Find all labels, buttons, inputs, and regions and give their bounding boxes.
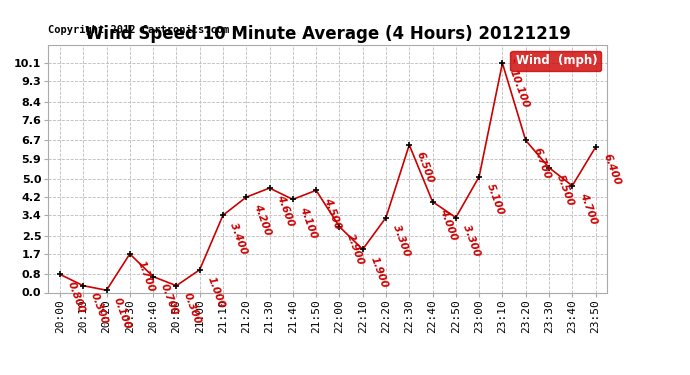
Text: 0.300: 0.300 [182, 291, 203, 326]
Text: 6.500: 6.500 [415, 150, 435, 185]
Text: 2.900: 2.900 [345, 232, 366, 267]
Text: 4.600: 4.600 [275, 194, 296, 228]
Legend: Wind  (mph): Wind (mph) [510, 51, 601, 71]
Text: 3.300: 3.300 [462, 223, 482, 258]
Title: Wind Speed 10 Minute Average (4 Hours) 20121219: Wind Speed 10 Minute Average (4 Hours) 2… [85, 26, 571, 44]
Text: 5.500: 5.500 [555, 173, 575, 208]
Text: 3.400: 3.400 [228, 221, 249, 255]
Text: 4.500: 4.500 [322, 196, 342, 230]
Text: 4.700: 4.700 [578, 191, 598, 226]
Text: 6.700: 6.700 [531, 146, 552, 180]
Text: 1.900: 1.900 [368, 255, 389, 290]
Text: 1.000: 1.000 [205, 275, 226, 310]
Text: 10.100: 10.100 [508, 69, 531, 110]
Text: 1.700: 1.700 [135, 260, 156, 294]
Text: 4.000: 4.000 [438, 207, 459, 242]
Text: 0.100: 0.100 [112, 296, 132, 330]
Text: 4.200: 4.200 [252, 203, 273, 237]
Text: 0.800: 0.800 [66, 280, 86, 314]
Text: 3.300: 3.300 [391, 223, 412, 258]
Text: 0.300: 0.300 [89, 291, 110, 326]
Text: 5.100: 5.100 [484, 182, 505, 217]
Text: Copyright 2012 Cartronics.com: Copyright 2012 Cartronics.com [48, 25, 230, 35]
Text: 6.400: 6.400 [601, 153, 622, 187]
Text: 4.100: 4.100 [298, 205, 319, 239]
Text: 0.700: 0.700 [159, 282, 179, 316]
